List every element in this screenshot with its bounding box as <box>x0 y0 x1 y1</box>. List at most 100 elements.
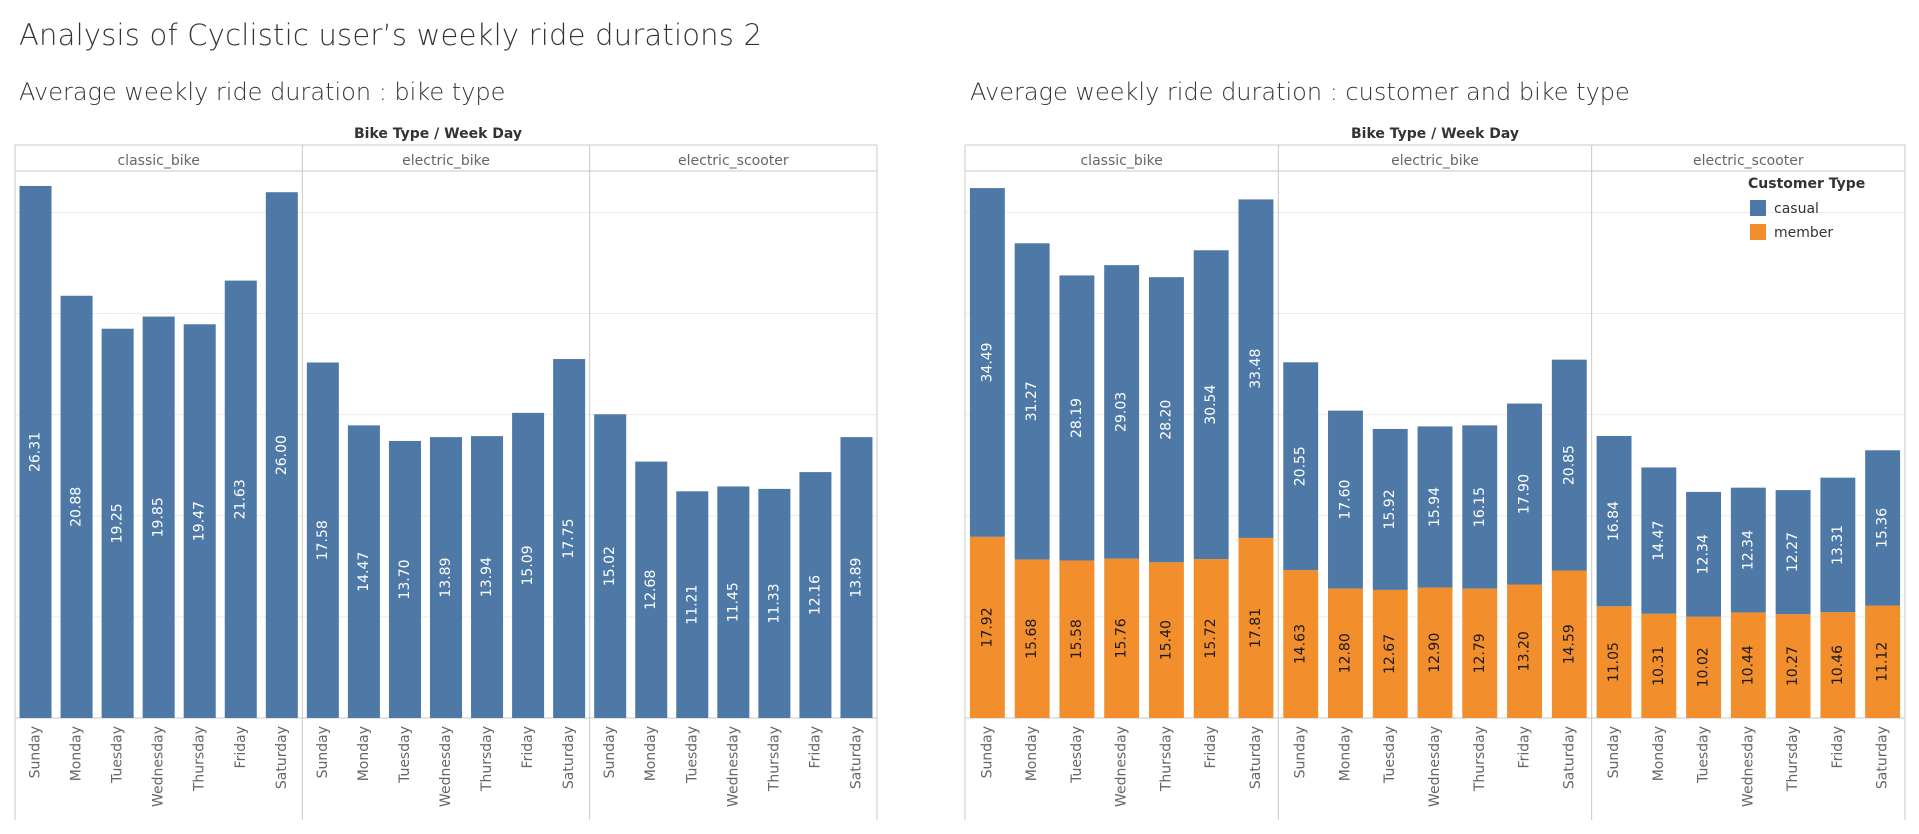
value-label-bar-classic-bike-thursday: 19.47 <box>192 501 208 541</box>
member-bar-classic-bike-friday <box>1193 559 1229 718</box>
bar-classic-bike-thursday <box>183 324 216 718</box>
value-label-casual-bar-electric-scooter-tuesday: 12.34 <box>1696 534 1712 574</box>
value-label-member-bar-electric-scooter-friday: 10.46 <box>1830 645 1846 685</box>
bar-electric-bike-saturday <box>553 359 586 718</box>
casual-bar-classic-bike-friday <box>1193 250 1229 560</box>
day-label-classic-bike-saturday: Saturday <box>274 726 290 789</box>
pane-label-electric-bike: electric_bike <box>402 153 490 169</box>
bar-electric-scooter-monday <box>635 461 668 718</box>
member-bar-electric-bike-tuesday <box>1372 589 1408 718</box>
value-label-member-bar-electric-bike-tuesday: 12.67 <box>1382 634 1398 674</box>
day-label-classic-bike-monday: Monday <box>1024 726 1040 781</box>
day-label-electric-scooter-sunday: Sunday <box>602 726 618 778</box>
day-label-electric-scooter-wednesday: Wednesday <box>725 726 741 807</box>
day-label-classic-bike-sunday: Sunday <box>28 726 44 778</box>
casual-bar-electric-bike-wednesday <box>1417 426 1453 588</box>
value-label-bar-classic-bike-tuesday: 19.25 <box>110 503 126 543</box>
casual-bar-electric-bike-thursday <box>1462 425 1498 589</box>
member-bar-electric-scooter-wednesday <box>1730 612 1766 718</box>
value-label-casual-bar-electric-bike-friday: 17.90 <box>1517 474 1533 514</box>
value-label-casual-bar-electric-scooter-saturday: 15.36 <box>1875 508 1891 548</box>
day-label-electric-scooter-saturday: Saturday <box>848 726 864 789</box>
bar-electric-scooter-thursday <box>758 488 791 718</box>
bar-electric-bike-tuesday <box>388 440 421 718</box>
legend-title: Customer Type <box>1748 176 1865 192</box>
casual-bar-classic-bike-tuesday <box>1059 275 1095 561</box>
day-label-electric-bike-friday: Friday <box>520 726 536 768</box>
day-label-electric-scooter-tuesday: Tuesday <box>1696 726 1712 784</box>
value-label-casual-bar-classic-bike-sunday: 34.49 <box>979 342 995 382</box>
value-label-bar-electric-scooter-wednesday: 11.45 <box>725 582 741 622</box>
member-bar-electric-scooter-monday <box>1641 613 1677 718</box>
casual-bar-electric-bike-sunday <box>1283 362 1319 571</box>
member-bar-classic-bike-monday <box>1014 559 1050 718</box>
value-label-bar-electric-scooter-tuesday: 11.21 <box>684 585 700 625</box>
value-label-member-bar-electric-bike-saturday: 14.59 <box>1561 624 1577 664</box>
day-label-electric-bike-tuesday: Tuesday <box>1382 726 1398 784</box>
day-label-classic-bike-wednesday: Wednesday <box>151 726 167 807</box>
bar-electric-bike-sunday <box>306 362 339 718</box>
casual-bar-electric-bike-monday <box>1328 410 1363 589</box>
bar-classic-bike-saturday <box>265 192 298 718</box>
value-label-member-bar-electric-bike-wednesday: 12.90 <box>1427 633 1443 673</box>
bar-electric-scooter-saturday <box>840 437 873 718</box>
value-label-bar-electric-scooter-monday: 12.68 <box>643 570 659 610</box>
value-label-member-bar-electric-scooter-thursday: 10.27 <box>1785 646 1801 686</box>
bar-classic-bike-wednesday <box>142 316 175 718</box>
value-label-member-bar-electric-bike-friday: 13.20 <box>1517 631 1533 671</box>
value-label-casual-bar-classic-bike-friday: 30.54 <box>1203 385 1219 425</box>
value-label-member-bar-electric-bike-monday: 12.80 <box>1337 633 1353 673</box>
chart-2: Bike Type / Week Day classic_bike 17.92 34.… <box>964 126 1906 820</box>
value-label-bar-electric-bike-sunday: 17.58 <box>315 520 331 560</box>
member-bar-electric-scooter-sunday <box>1596 606 1632 718</box>
day-label-electric-bike-sunday: Sunday <box>315 726 331 778</box>
value-label-casual-bar-classic-bike-tuesday: 28.19 <box>1069 398 1085 438</box>
day-label-electric-bike-wednesday: Wednesday <box>438 726 454 807</box>
day-label-electric-bike-saturday: Saturday <box>1561 726 1577 789</box>
member-bar-classic-bike-tuesday <box>1059 560 1095 718</box>
value-label-bar-classic-bike-saturday: 26.00 <box>274 435 290 475</box>
day-label-classic-bike-tuesday: Tuesday <box>110 726 126 784</box>
member-bar-classic-bike-wednesday <box>1104 558 1140 718</box>
member-bar-electric-bike-friday <box>1507 584 1542 718</box>
value-label-member-bar-electric-scooter-wednesday: 10.44 <box>1740 645 1756 685</box>
value-label-bar-classic-bike-wednesday: 19.85 <box>151 497 167 537</box>
value-label-casual-bar-electric-bike-sunday: 20.55 <box>1293 446 1309 486</box>
member-bar-electric-bike-thursday <box>1462 588 1498 718</box>
value-label-member-bar-electric-scooter-saturday: 11.12 <box>1875 642 1891 682</box>
value-label-casual-bar-electric-bike-thursday: 16.15 <box>1472 487 1488 527</box>
value-label-bar-electric-bike-saturday: 17.75 <box>561 518 577 558</box>
day-label-electric-bike-monday: Monday <box>356 726 372 781</box>
value-label-casual-bar-electric-bike-monday: 17.60 <box>1337 480 1353 520</box>
chart-1: Bike Type / Week Day classic_bike 26.31 Sun… <box>14 126 878 820</box>
day-label-classic-bike-thursday: Thursday <box>1158 726 1174 792</box>
casual-bar-electric-bike-saturday <box>1551 359 1587 571</box>
casual-bar-electric-bike-friday <box>1507 403 1542 585</box>
casual-bar-electric-scooter-monday <box>1641 467 1677 614</box>
value-label-bar-electric-bike-wednesday: 13.89 <box>438 558 454 598</box>
value-label-bar-electric-scooter-sunday: 15.02 <box>602 546 618 586</box>
value-label-member-bar-electric-bike-sunday: 14.63 <box>1293 624 1309 664</box>
day-label-classic-bike-wednesday: Wednesday <box>1114 726 1130 807</box>
day-label-electric-scooter-thursday: Thursday <box>766 726 782 792</box>
casual-bar-classic-bike-saturday <box>1238 199 1274 538</box>
value-label-bar-electric-scooter-friday: 12.16 <box>807 575 823 615</box>
value-label-member-bar-classic-bike-wednesday: 15.76 <box>1114 618 1130 658</box>
day-label-electric-bike-friday: Friday <box>1517 726 1533 768</box>
member-bar-classic-bike-saturday <box>1238 537 1274 718</box>
value-label-bar-electric-bike-tuesday: 13.70 <box>397 559 413 599</box>
bar-electric-scooter-wednesday <box>717 486 750 718</box>
member-bar-electric-scooter-thursday <box>1775 614 1811 718</box>
casual-bar-classic-bike-sunday <box>969 188 1005 537</box>
casual-bar-electric-scooter-sunday <box>1596 436 1632 607</box>
casual-bar-electric-scooter-wednesday <box>1730 487 1766 613</box>
member-bar-electric-bike-wednesday <box>1417 587 1453 718</box>
bar-electric-bike-thursday <box>471 436 504 718</box>
member-bar-classic-bike-thursday <box>1148 562 1184 718</box>
bar-electric-scooter-friday <box>799 472 832 718</box>
value-label-member-bar-classic-bike-tuesday: 15.58 <box>1069 619 1085 659</box>
pane-label-electric-scooter: electric_scooter <box>1693 153 1804 169</box>
value-label-casual-bar-electric-bike-saturday: 20.85 <box>1561 445 1577 485</box>
pane-label-classic-bike: classic_bike <box>117 153 199 169</box>
day-label-electric-scooter-thursday: Thursday <box>1785 726 1801 792</box>
